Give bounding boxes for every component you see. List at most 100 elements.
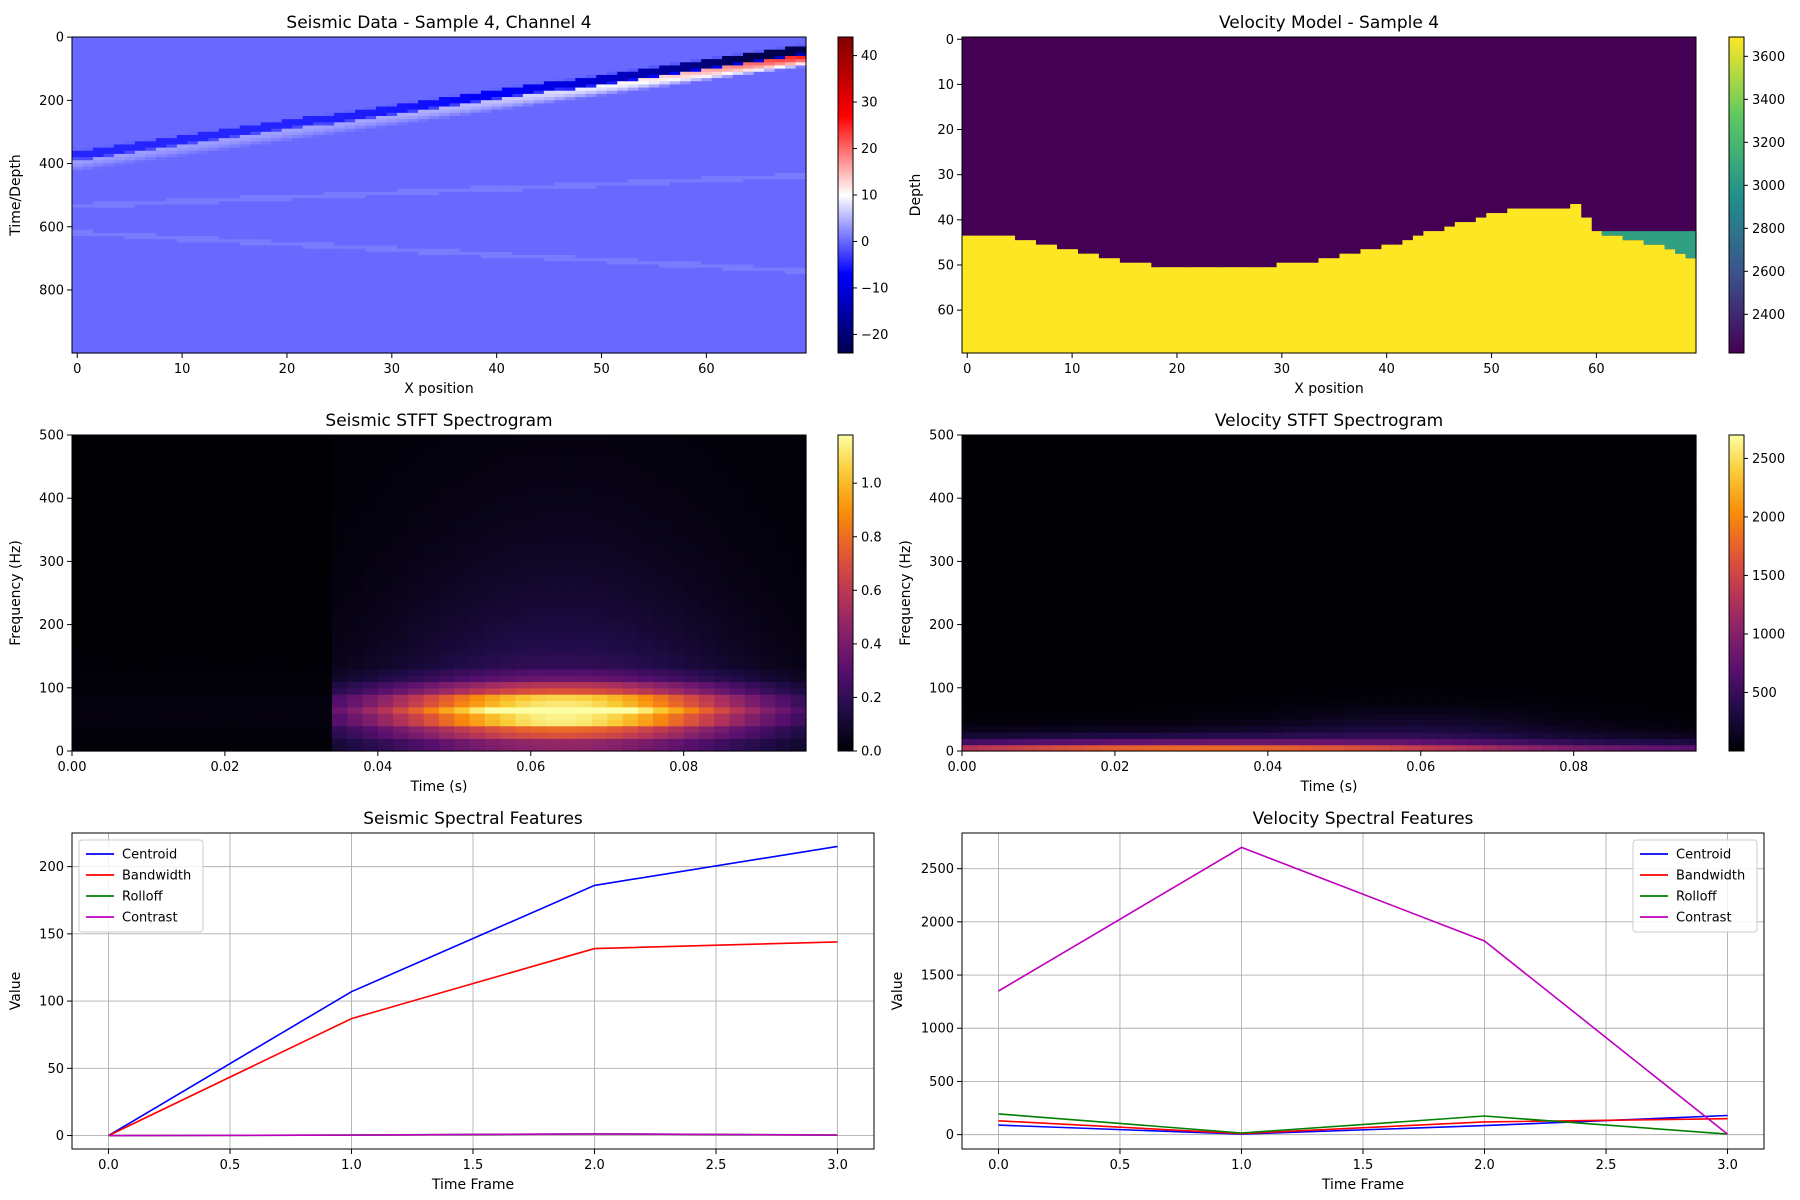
heatmap-cell: [229, 81, 241, 85]
heatmap-cell: [145, 213, 157, 218]
heatmap-cell: [554, 144, 566, 149]
heatmap-cell: [302, 62, 314, 67]
heatmap-cell: [313, 191, 325, 196]
heatmap-cell: [459, 160, 472, 164]
heatmap-cell: [155, 59, 167, 63]
heatmap-cell: [418, 280, 430, 285]
heatmap-cell: [260, 229, 272, 234]
heatmap-cell: [92, 84, 105, 89]
heatmap-cell: [145, 340, 157, 345]
heatmap-cell: [480, 248, 493, 253]
heatmap-cell: [250, 296, 262, 300]
heatmap-cell: [554, 245, 566, 250]
heatmap-cell: [218, 46, 230, 51]
heatmap-cell: [197, 100, 209, 104]
heatmap-cell: [439, 81, 451, 85]
heatmap-cell: [271, 261, 283, 266]
heatmap-cell: [239, 207, 251, 212]
heatmap-cell: [134, 277, 146, 281]
heatmap-cell: [575, 172, 587, 177]
heatmap-cell: [449, 311, 461, 316]
heatmap-cell: [439, 226, 451, 231]
heatmap-cell: [344, 100, 356, 104]
heatmap-cell: [407, 308, 419, 313]
heatmap-cell: [72, 116, 84, 120]
heatmap-cell: [187, 74, 199, 79]
heatmap-cell: [92, 65, 105, 70]
heatmap-cell: [470, 283, 482, 288]
heatmap-cell: [564, 131, 576, 136]
heatmap-cell: [512, 176, 524, 180]
heatmap-cell: [72, 213, 84, 218]
heatmap-cell: [197, 71, 209, 76]
heatmap-cell: [585, 112, 597, 117]
heatmap-cell: [522, 201, 534, 206]
heatmap-cell: [302, 299, 314, 304]
heatmap-cell: [397, 103, 409, 108]
heatmap-cell: [397, 65, 409, 70]
heatmap-cell: [334, 43, 346, 48]
heatmap-cell: [543, 169, 555, 174]
heatmap-cell: [197, 141, 209, 146]
heatmap-cell: [292, 334, 304, 338]
heatmap-cell: [575, 153, 587, 158]
heatmap-cell: [522, 65, 534, 70]
heatmap-cell: [554, 343, 566, 348]
heatmap-cell: [218, 37, 230, 41]
heatmap-cell: [512, 87, 524, 92]
heatmap-cell: [124, 324, 136, 329]
heatmap-cell: [302, 109, 314, 114]
heatmap-cell: [113, 153, 126, 158]
heatmap-cell: [229, 74, 241, 79]
heatmap-cell: [82, 153, 94, 158]
heatmap-cell: [124, 277, 136, 281]
heatmap-cell: [418, 87, 430, 92]
heatmap-cell: [470, 103, 482, 108]
heatmap-cell: [365, 217, 377, 221]
heatmap-cell: [82, 213, 94, 218]
heatmap-cell: [564, 84, 576, 89]
heatmap-cell: [134, 261, 146, 266]
heatmap-cell: [575, 112, 587, 117]
heatmap-cell: [533, 340, 545, 345]
heatmap-cell: [564, 220, 576, 225]
heatmap-cell: [554, 261, 566, 266]
heatmap-cell: [197, 157, 209, 161]
heatmap-cell: [176, 125, 188, 130]
heatmap-cell: [522, 46, 534, 51]
heatmap-cell: [92, 43, 105, 48]
heatmap-cell: [543, 286, 555, 291]
heatmap-cell: [575, 157, 587, 161]
heatmap-cell: [376, 226, 388, 231]
heatmap-cell: [397, 223, 409, 228]
heatmap-cell: [533, 179, 545, 183]
heatmap-cell: [292, 182, 304, 187]
heatmap-cell: [250, 153, 262, 158]
heatmap-cell: [491, 138, 503, 142]
heatmap-cell: [103, 37, 115, 41]
heatmap-cell: [376, 59, 388, 63]
heatmap-cell: [281, 321, 293, 326]
heatmap-cell: [208, 217, 220, 221]
heatmap-cell: [239, 87, 251, 92]
heatmap-cell: [197, 220, 209, 225]
heatmap-cell: [72, 74, 84, 79]
heatmap-cell: [166, 207, 178, 212]
heatmap-cell: [491, 191, 503, 196]
heatmap-cell: [355, 232, 367, 237]
heatmap-cell: [323, 302, 335, 307]
heatmap-cell: [271, 90, 283, 95]
heatmap-cell: [72, 112, 84, 117]
heatmap-cell: [491, 46, 503, 51]
heatmap-cell: [302, 128, 314, 133]
heatmap-cell: [72, 40, 84, 44]
heatmap-cell: [397, 78, 409, 82]
heatmap-cell: [72, 128, 84, 133]
heatmap-cell: [271, 349, 283, 354]
heatmap-cell: [334, 201, 346, 206]
heatmap-cell: [218, 128, 230, 133]
heatmap-cell: [166, 296, 178, 300]
heatmap-cell: [491, 255, 503, 259]
heatmap-cell: [512, 324, 524, 329]
heatmap-cell: [260, 299, 272, 304]
